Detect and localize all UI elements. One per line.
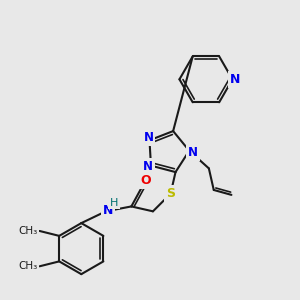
Text: N: N <box>143 131 154 144</box>
Text: N: N <box>143 160 153 173</box>
Text: O: O <box>141 174 152 188</box>
Text: CH₃: CH₃ <box>18 226 38 236</box>
Text: H: H <box>110 197 118 208</box>
Text: N: N <box>230 73 241 86</box>
Text: N: N <box>188 146 198 159</box>
Text: CH₃: CH₃ <box>18 261 38 271</box>
Text: N: N <box>103 204 113 217</box>
Text: S: S <box>166 187 175 200</box>
